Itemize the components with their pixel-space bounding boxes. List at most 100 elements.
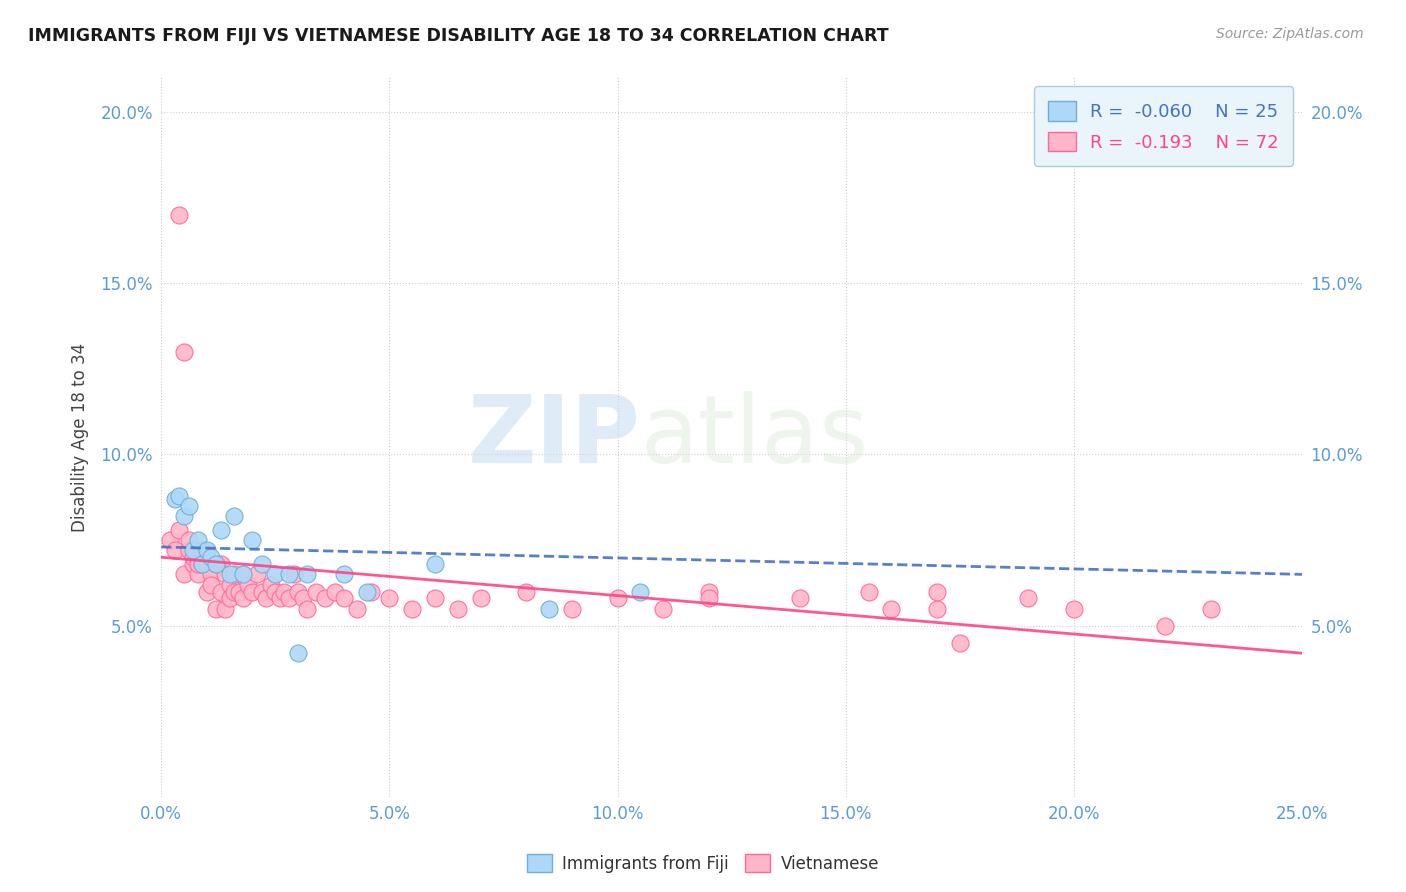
Point: [177, 533, 200, 548]
Point: [214, 601, 236, 615]
Point: [218, 577, 240, 591]
Point: [191, 543, 214, 558]
Point: [246, 567, 269, 582]
Point: [177, 543, 200, 558]
Point: [538, 601, 561, 615]
Point: [423, 557, 446, 571]
Point: [858, 584, 880, 599]
Point: [291, 591, 314, 606]
Y-axis label: Disability Age 18 to 34: Disability Age 18 to 34: [72, 343, 89, 532]
Point: [287, 646, 309, 660]
Text: ZIP: ZIP: [467, 392, 640, 483]
Point: [880, 601, 903, 615]
Point: [187, 533, 209, 548]
Point: [287, 584, 309, 599]
Point: [789, 591, 811, 606]
Point: [652, 601, 675, 615]
Point: [697, 584, 720, 599]
Legend: R =  -0.060    N = 25, R =  -0.193    N = 72: R = -0.060 N = 25, R = -0.193 N = 72: [1033, 87, 1294, 166]
Point: [423, 591, 446, 606]
Point: [254, 591, 277, 606]
Point: [191, 557, 214, 571]
Point: [925, 584, 948, 599]
Legend: Immigrants from Fiji, Vietnamese: Immigrants from Fiji, Vietnamese: [520, 847, 886, 880]
Point: [278, 567, 301, 582]
Point: [195, 584, 218, 599]
Point: [224, 509, 246, 524]
Point: [173, 567, 195, 582]
Point: [218, 567, 240, 582]
Point: [1017, 591, 1039, 606]
Point: [949, 636, 972, 650]
Point: [236, 577, 259, 591]
Point: [173, 344, 195, 359]
Point: [264, 584, 287, 599]
Point: [169, 489, 191, 503]
Point: [332, 567, 354, 582]
Text: Source: ZipAtlas.com: Source: ZipAtlas.com: [1216, 27, 1364, 41]
Point: [273, 584, 295, 599]
Point: [628, 584, 651, 599]
Point: [264, 567, 287, 582]
Point: [401, 601, 423, 615]
Text: IMMIGRANTS FROM FIJI VS VIETNAMESE DISABILITY AGE 18 TO 34 CORRELATION CHART: IMMIGRANTS FROM FIJI VS VIETNAMESE DISAB…: [28, 27, 889, 45]
Point: [169, 208, 191, 222]
Point: [209, 557, 232, 571]
Point: [323, 584, 346, 599]
Point: [378, 591, 401, 606]
Point: [159, 533, 181, 548]
Point: [169, 523, 191, 537]
Point: [195, 557, 218, 571]
Point: [205, 557, 228, 571]
Point: [218, 591, 240, 606]
Point: [205, 601, 228, 615]
Point: [297, 567, 319, 582]
Point: [214, 567, 236, 582]
Point: [163, 491, 186, 506]
Point: [269, 591, 291, 606]
Point: [200, 567, 222, 582]
Point: [181, 557, 204, 571]
Point: [470, 591, 492, 606]
Point: [1154, 619, 1177, 633]
Point: [697, 591, 720, 606]
Point: [1063, 601, 1085, 615]
Point: [346, 601, 368, 615]
Point: [195, 543, 218, 558]
Point: [314, 591, 336, 606]
Point: [200, 550, 222, 565]
Point: [278, 591, 301, 606]
Point: [191, 557, 214, 571]
Point: [181, 543, 204, 558]
Point: [606, 591, 628, 606]
Point: [232, 591, 254, 606]
Point: [283, 567, 305, 582]
Point: [305, 584, 328, 599]
Point: [250, 557, 273, 571]
Point: [447, 601, 470, 615]
Point: [250, 584, 273, 599]
Point: [1199, 601, 1222, 615]
Point: [925, 601, 948, 615]
Point: [177, 499, 200, 513]
Point: [360, 584, 382, 599]
Point: [173, 509, 195, 524]
Point: [297, 601, 319, 615]
Point: [515, 584, 537, 599]
Point: [200, 577, 222, 591]
Point: [224, 567, 246, 582]
Point: [209, 584, 232, 599]
Point: [561, 601, 583, 615]
Point: [163, 543, 186, 558]
Text: atlas: atlas: [640, 392, 869, 483]
Point: [242, 584, 264, 599]
Point: [181, 550, 204, 565]
Point: [232, 567, 254, 582]
Point: [260, 577, 283, 591]
Point: [187, 557, 209, 571]
Point: [205, 557, 228, 571]
Point: [232, 567, 254, 582]
Point: [356, 584, 378, 599]
Point: [228, 584, 250, 599]
Point: [209, 523, 232, 537]
